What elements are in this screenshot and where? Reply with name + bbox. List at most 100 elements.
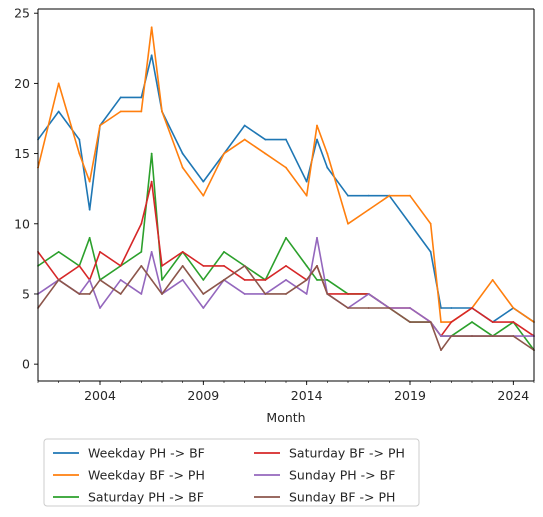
data-point [450, 321, 453, 323]
data-point [57, 279, 60, 281]
data-point [78, 293, 81, 295]
data-point [409, 222, 411, 225]
data-point [264, 138, 267, 141]
data-point [491, 279, 494, 281]
legend-label: Weekday PH -> BF [88, 446, 205, 461]
data-point [119, 264, 122, 267]
data-point [99, 307, 101, 309]
data-point [150, 26, 153, 29]
data-point [243, 264, 246, 267]
data-point [243, 138, 246, 141]
data-point [99, 124, 101, 127]
data-point [223, 264, 225, 267]
data-point [347, 194, 349, 197]
data-point [223, 152, 225, 155]
data-point [119, 110, 122, 113]
legend-item: Saturday BF -> PH [254, 446, 405, 461]
data-point [285, 293, 287, 295]
legend-label: Sunday PH -> BF [289, 468, 395, 483]
data-point [88, 279, 91, 281]
data-point [223, 279, 225, 281]
data-point [264, 152, 267, 155]
data-point [285, 279, 287, 281]
data-point [78, 264, 81, 267]
data-point [181, 152, 184, 155]
data-point [440, 307, 442, 309]
data-point [264, 293, 267, 295]
data-point [140, 110, 143, 113]
data-point [150, 279, 153, 281]
data-point [316, 236, 318, 239]
data-point [119, 279, 122, 281]
data-point [326, 152, 329, 155]
data-point [285, 236, 287, 239]
data-point [140, 222, 143, 225]
data-point [367, 194, 370, 197]
data-point [181, 264, 184, 267]
data-point [181, 279, 184, 281]
data-point [305, 180, 308, 183]
data-point [409, 307, 411, 309]
data-point [326, 279, 329, 281]
plot-area: 2004 2009 2014 2019 2024 0 5 10 15 20 25 Month [14, 6, 535, 425]
legend-label: Weekday BF -> PH [88, 468, 205, 483]
legend-item: Saturday PH -> BF [53, 490, 204, 505]
data-point [450, 335, 453, 337]
data-point [326, 293, 329, 295]
x-tick-label: 2024 [497, 388, 529, 403]
data-point [202, 180, 205, 183]
data-point [367, 307, 370, 309]
data-point [88, 180, 91, 183]
y-tick-label: 10 [14, 216, 30, 231]
data-point [140, 264, 143, 267]
data-point [440, 321, 442, 323]
data-point [367, 293, 370, 295]
data-point [161, 279, 163, 281]
data-point [243, 124, 246, 127]
data-point [347, 307, 349, 309]
data-point [243, 279, 246, 281]
x-tick-label: 2014 [291, 388, 323, 403]
legend-box [43, 438, 420, 507]
data-point [57, 110, 60, 113]
data-point [305, 194, 308, 197]
data-point [316, 138, 318, 141]
data-point [440, 335, 442, 337]
legend-items: Weekday PH -> BF Weekday BF -> PH Saturday… [53, 446, 405, 505]
data-point [409, 321, 411, 323]
data-point [512, 335, 515, 337]
data-point [450, 307, 453, 309]
data-point [491, 321, 494, 323]
data-point [440, 349, 442, 352]
data-point [181, 166, 184, 169]
x-axis-title: Month [266, 410, 305, 425]
data-point [388, 194, 391, 197]
data-point [347, 222, 349, 225]
data-point [78, 152, 81, 155]
data-point [429, 222, 432, 225]
data-point [305, 279, 308, 281]
data-point [202, 264, 205, 267]
data-point [202, 194, 205, 197]
data-point [57, 82, 60, 85]
data-point [202, 279, 205, 281]
data-point [429, 321, 432, 323]
y-tick-label: 0 [22, 357, 30, 372]
y-tick-label: 15 [14, 146, 30, 161]
data-point [150, 180, 153, 183]
data-point [285, 166, 287, 169]
data-point [347, 293, 349, 295]
data-point [367, 208, 370, 211]
legend-label: Saturday PH -> BF [88, 490, 204, 505]
data-point [285, 138, 287, 141]
data-point [88, 293, 91, 295]
data-point [150, 250, 153, 253]
data-point [316, 279, 318, 281]
data-point [429, 250, 432, 253]
legend-item: Sunday BF -> PH [254, 490, 395, 505]
data-point [471, 321, 473, 323]
data-point [316, 124, 318, 127]
data-point [140, 293, 143, 295]
x-tick-label: 2009 [187, 388, 219, 403]
